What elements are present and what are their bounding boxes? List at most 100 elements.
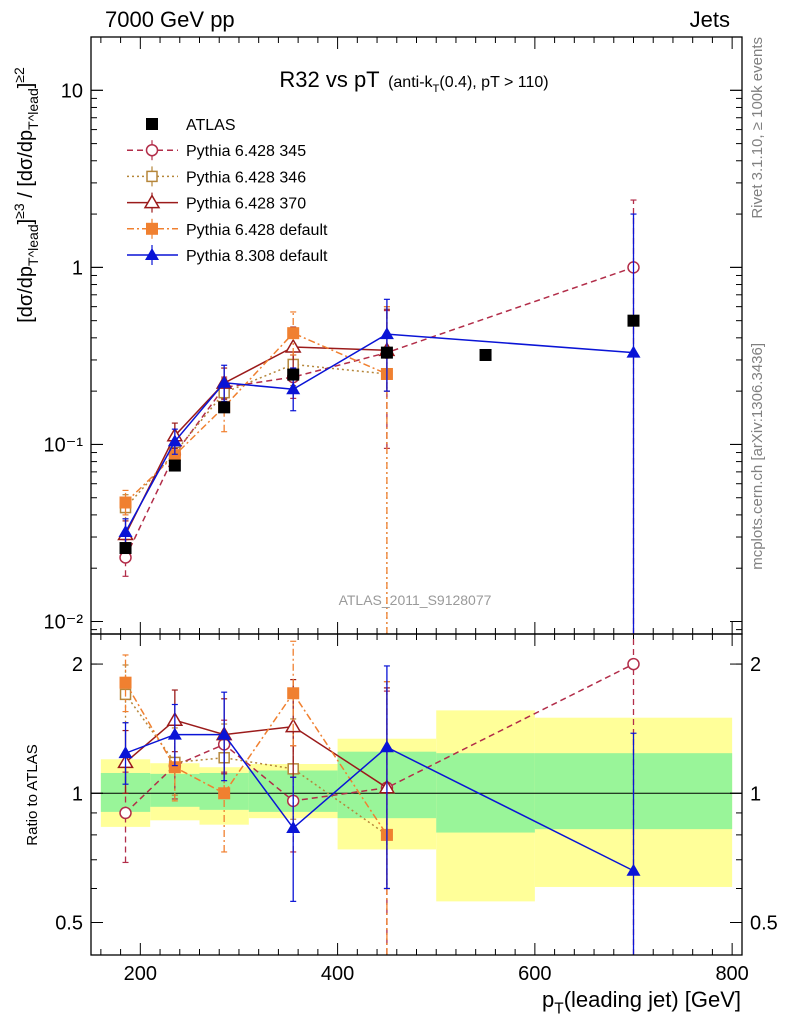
data-point xyxy=(217,375,232,388)
data-point xyxy=(286,382,301,395)
legend-marker xyxy=(146,118,158,130)
main-axis-ticks: 10⁻² 10⁻¹ 1 10 xyxy=(44,36,742,634)
legend-label: Pythia 6.428 345 xyxy=(186,143,306,160)
y-tick-label-right: 0.5 xyxy=(750,912,778,934)
y-tick-label-right: 2 xyxy=(750,654,761,676)
plot-title-main: R32 vs pT xyxy=(279,67,379,92)
label-fragment: ] xyxy=(15,83,37,89)
plot-title-sub: (anti-kT​(0.4), pT > 110) xyxy=(388,74,549,95)
ratio-uncertainty-bands xyxy=(91,710,742,902)
x-axis-label: pT​(leading jet) [GeV] xyxy=(542,987,741,1018)
mcplots-label: mcplots.cern.ch [arXiv:1306.3436] xyxy=(749,343,766,570)
beam-energy-label: 7000 GeV pp xyxy=(105,7,235,32)
data-point xyxy=(218,401,231,414)
label-fragment: T^lead xyxy=(25,88,41,130)
data-point xyxy=(217,727,232,740)
data-point xyxy=(379,327,394,340)
legend-label: Pythia 6.428 default xyxy=(186,222,328,239)
legend-entry: Pythia 6.428 370 xyxy=(127,192,306,213)
data-point xyxy=(119,676,132,689)
data-point xyxy=(167,727,182,740)
legend-marker xyxy=(146,170,158,183)
label-fragment: p xyxy=(542,987,554,1012)
data-point xyxy=(168,449,181,462)
x-tick-label: 400 xyxy=(321,963,354,985)
main-y-axis-label: [dσ/dpT^lead​]≥3​ / [dσ/dpT^lead​]≥2​ xyxy=(11,67,41,323)
legend-marker xyxy=(146,222,158,235)
data-point xyxy=(218,787,231,800)
y-tick-label-right: 1 xyxy=(750,783,761,805)
label-fragment: (anti-k xyxy=(388,74,433,91)
rivet-version-label: Rivet 3.1.10, ≥ 100k events xyxy=(749,37,766,219)
label-fragment: ] xyxy=(15,219,37,225)
analysis-label: ATLAS_2011_S9128077 xyxy=(339,592,492,608)
x-tick-label: 200 xyxy=(124,963,157,985)
label-fragment: ≥2 xyxy=(11,67,27,83)
data-point xyxy=(118,525,133,538)
legend-marker xyxy=(145,248,159,260)
legend-entry: Pythia 6.428 345 xyxy=(127,140,306,161)
data-point xyxy=(379,740,394,753)
ratio-panel-frame xyxy=(90,633,743,956)
y-tick-label: 10 xyxy=(61,80,83,102)
series-line xyxy=(125,332,388,504)
legend-entry: ATLAS xyxy=(146,117,236,134)
data-point xyxy=(119,542,132,555)
label-fragment: (0.4), pT > 110) xyxy=(439,74,548,91)
label-fragment: (leading jet) [GeV] xyxy=(564,987,741,1012)
legend-label: Pythia 6.428 370 xyxy=(186,196,306,213)
ratio-axis-ticks: 0.5 0.5 1 1 2 2 200 400 600 800 xyxy=(55,634,778,985)
main-series-pythia-6-428-370 xyxy=(117,308,396,549)
ratio-panel-series xyxy=(117,634,641,955)
x-tick-label: 600 xyxy=(518,963,551,985)
y-tick-label: 1 xyxy=(72,257,83,279)
legend-entry: Pythia 6.428 346 xyxy=(127,166,306,187)
label-fragment: T^lead xyxy=(25,224,41,266)
ratio-series-pythia-8-308-default xyxy=(118,665,641,955)
data-point xyxy=(118,746,133,759)
y-tick-label: 1 xyxy=(72,783,83,805)
main-series-atlas xyxy=(119,314,640,555)
main-series-pythia-8-308-default xyxy=(118,213,641,634)
legend-label: Pythia 6.428 346 xyxy=(186,169,306,186)
legend-entry: Pythia 8.308 default xyxy=(127,245,328,265)
y-tick-label: 10⁻² xyxy=(44,612,84,634)
data-point xyxy=(287,687,300,700)
series-line xyxy=(124,346,387,535)
data-point xyxy=(626,345,641,358)
plot-title: R32 vs pT (anti-kT​(0.4), pT > 110) xyxy=(279,67,548,95)
y-tick-label: 2 xyxy=(72,654,83,676)
legend-entry: Pythia 6.428 default xyxy=(127,218,328,239)
label-fragment: ≥3 xyxy=(11,203,27,219)
data-point xyxy=(286,821,301,834)
data-point xyxy=(119,806,132,820)
legend-label: ATLAS xyxy=(186,117,236,134)
data-point xyxy=(627,657,640,671)
label-fragment: [dσ/dp xyxy=(15,266,37,323)
label-fragment: T xyxy=(433,83,440,95)
ratio-y-axis-label: Ratio to ATLAS xyxy=(24,744,41,845)
x-tick-label: 800 xyxy=(715,963,748,985)
series-line xyxy=(124,333,634,533)
data-point xyxy=(119,496,132,509)
y-tick-label: 0.5 xyxy=(55,912,83,934)
process-label: Jets xyxy=(690,7,730,32)
label-fragment: / [dσ/dp xyxy=(15,130,37,204)
main-series-pythia-6-428-345 xyxy=(119,199,640,634)
main-panel-series xyxy=(117,199,641,634)
series-line xyxy=(125,733,634,872)
legend-marker xyxy=(143,194,161,209)
label-fragment: T xyxy=(554,1001,564,1018)
legend-marker xyxy=(145,143,159,157)
series-line xyxy=(124,266,634,558)
data-point xyxy=(380,346,393,359)
legend-label: Pythia 8.308 default xyxy=(186,248,328,265)
data-point xyxy=(627,314,640,327)
data-point xyxy=(287,368,300,381)
data-point xyxy=(168,761,181,774)
data-point xyxy=(287,327,300,340)
data-point xyxy=(479,348,492,361)
legend: ATLAS Pythia 6.428 345 Pythia 6.428 346 Pyt… xyxy=(127,117,328,265)
data-point xyxy=(626,863,641,876)
